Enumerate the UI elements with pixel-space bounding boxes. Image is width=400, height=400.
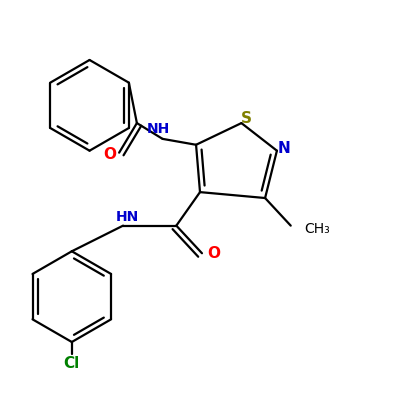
Text: CH₃: CH₃ (304, 222, 330, 236)
Text: N: N (278, 141, 290, 156)
Text: Cl: Cl (64, 356, 80, 371)
Text: O: O (103, 147, 116, 162)
Text: S: S (241, 111, 252, 126)
Text: NH: NH (147, 122, 170, 136)
Text: HN: HN (116, 210, 139, 224)
Text: O: O (207, 246, 220, 261)
